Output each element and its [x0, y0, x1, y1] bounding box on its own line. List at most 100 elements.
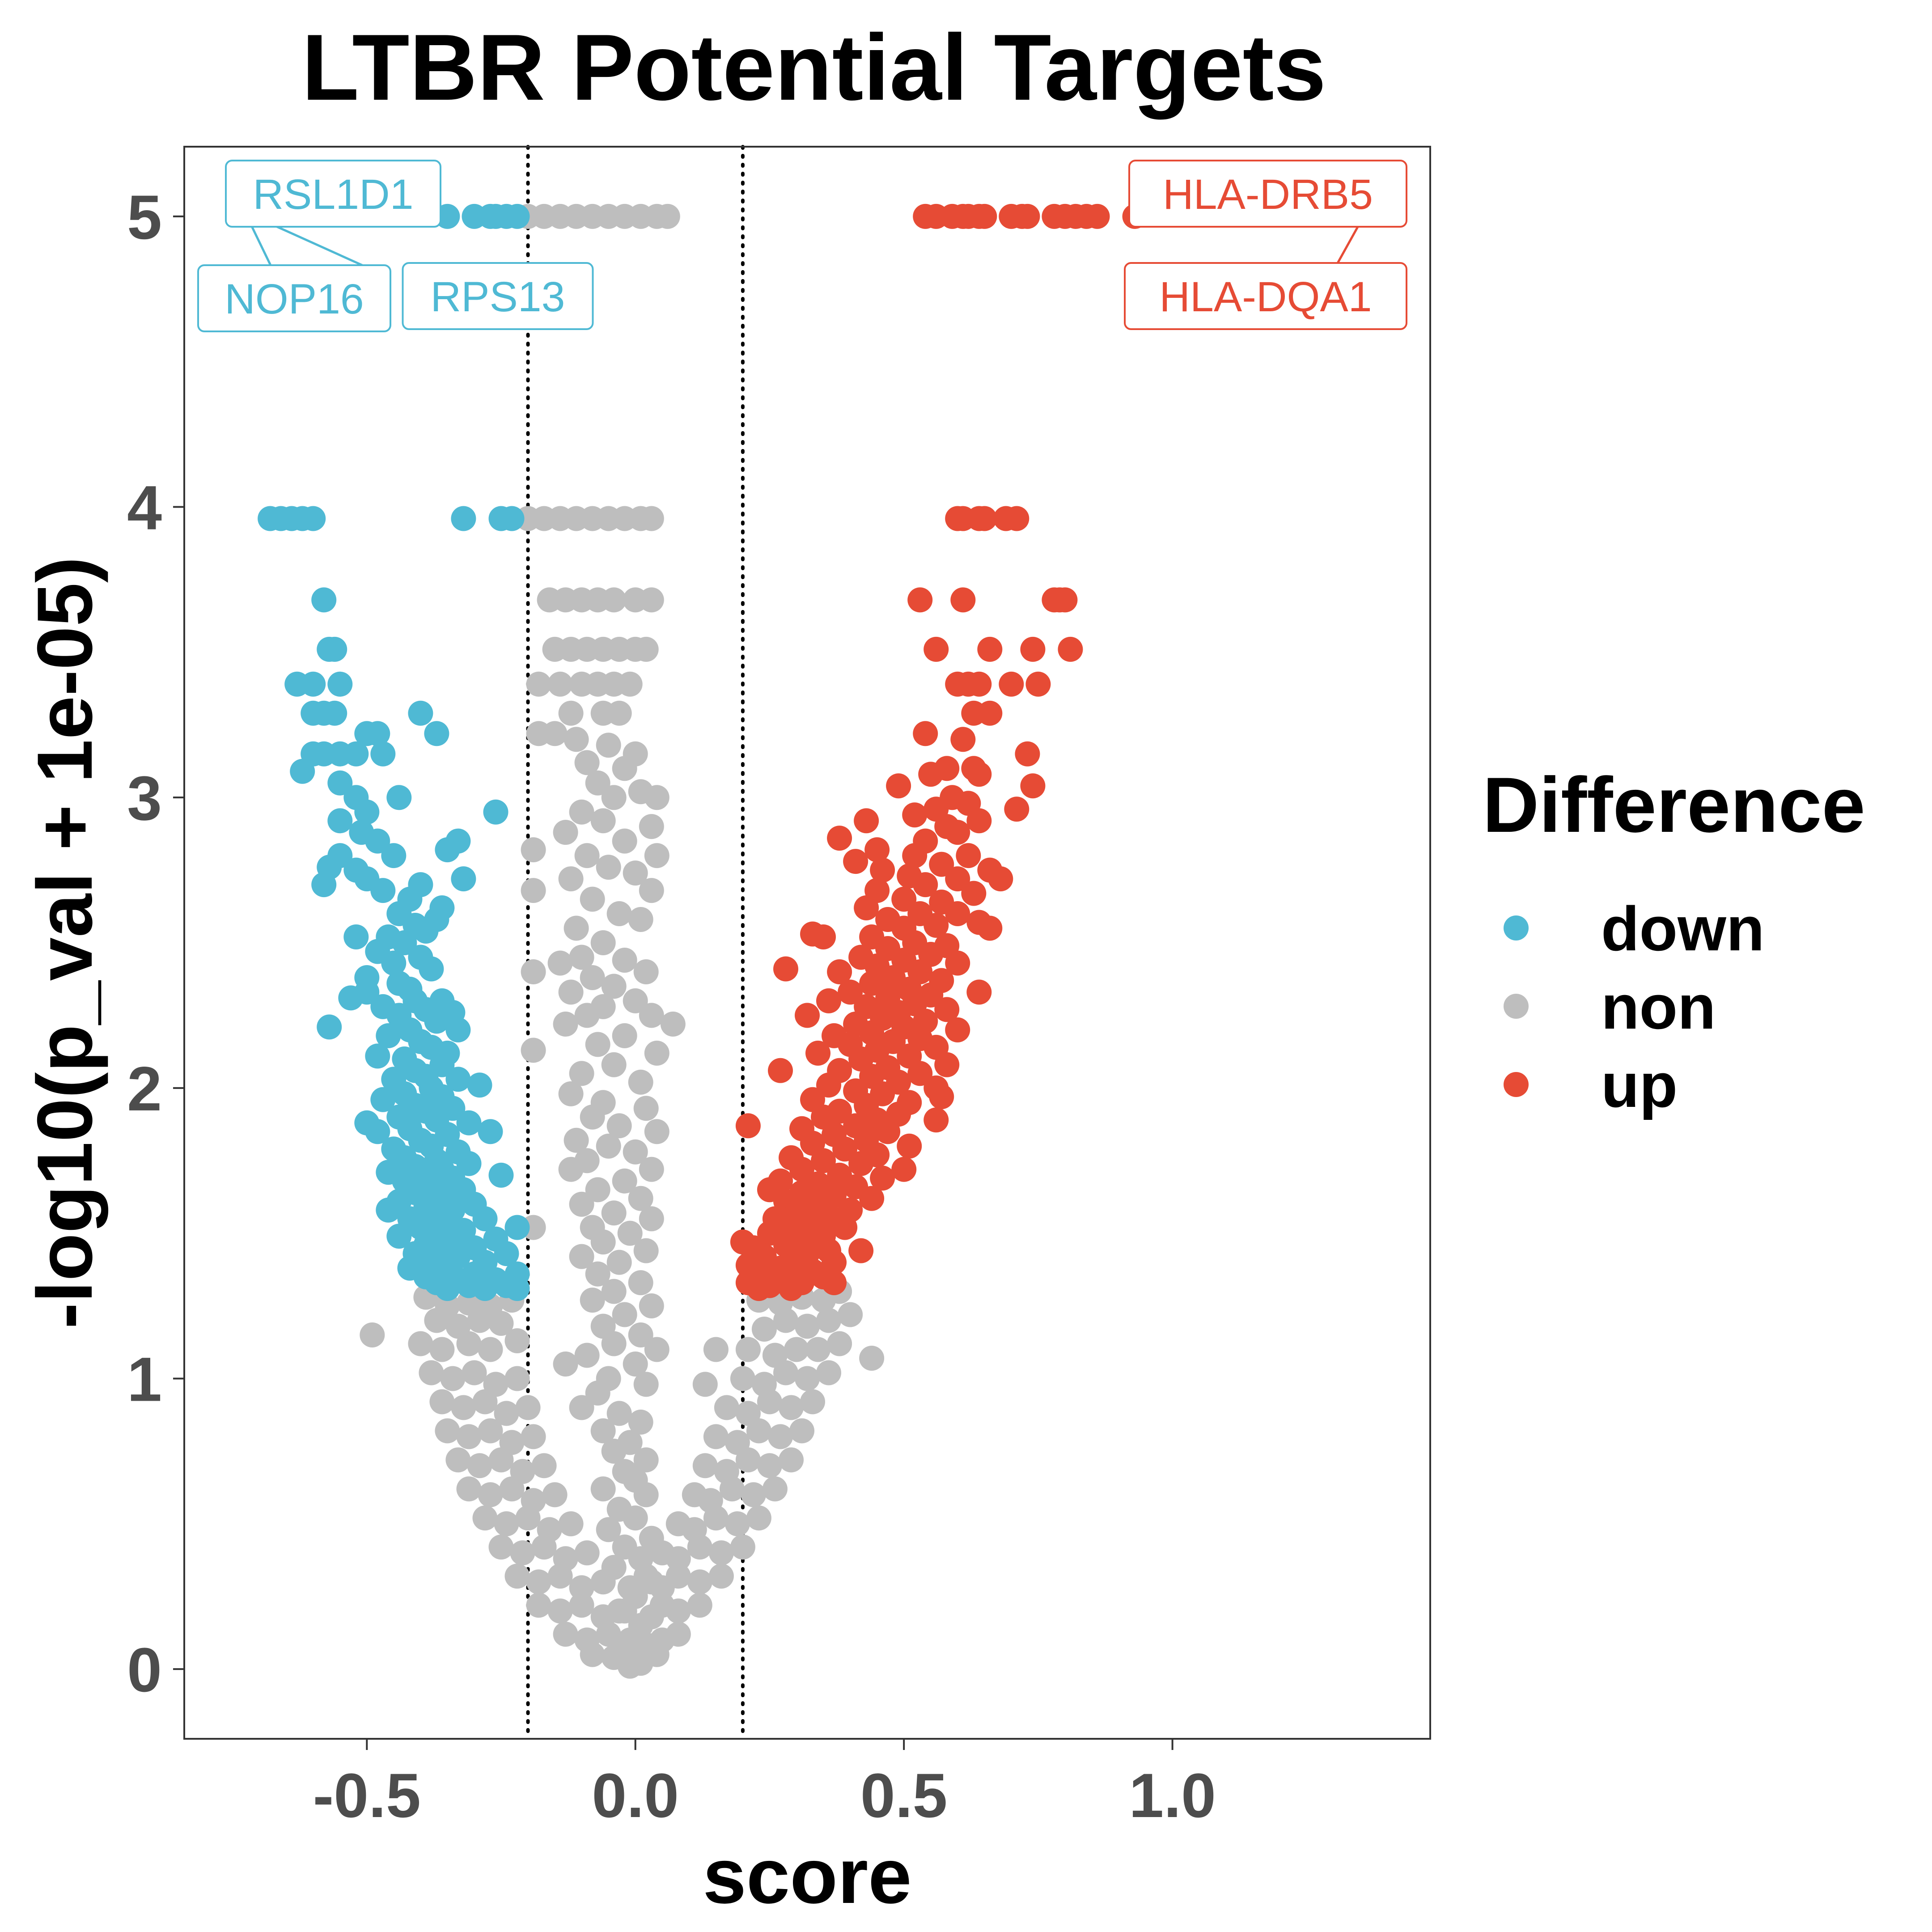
point-non: [708, 1563, 734, 1589]
y-tick-label: 5: [127, 182, 162, 252]
point-up: [832, 1215, 858, 1240]
point-non: [456, 1424, 482, 1449]
point-non: [816, 1308, 841, 1333]
label-box: [1128, 160, 1407, 228]
point-non: [526, 1569, 551, 1595]
point-up: [805, 1040, 830, 1066]
point-non: [628, 1186, 653, 1211]
point-non: [547, 1598, 573, 1624]
point-up: [735, 1113, 761, 1139]
point-down: [504, 1215, 530, 1240]
point-non: [488, 1311, 514, 1336]
point-up: [902, 843, 928, 869]
point-non: [462, 1360, 487, 1385]
point-non: [590, 1418, 616, 1444]
legend-entry-non: non: [1504, 972, 1716, 1042]
point-non: [553, 1352, 578, 1377]
point-non: [574, 1343, 600, 1368]
point-non: [639, 1604, 664, 1630]
point-up: [870, 857, 895, 883]
point-non: [606, 1113, 632, 1139]
y-tick-label: 4: [127, 473, 162, 543]
x-tick-label: 0.5: [860, 1760, 948, 1830]
point-up: [897, 1133, 922, 1159]
point-down: [478, 1119, 503, 1144]
y-axis: 0 1 2 3 4 5: [127, 182, 184, 1705]
point-down: [322, 636, 347, 662]
point-non: [735, 1447, 761, 1473]
point-non: [644, 785, 669, 810]
point-non: [708, 1540, 734, 1566]
point-up: [1004, 797, 1030, 822]
point-non: [633, 1482, 659, 1508]
label-connector: [249, 223, 272, 266]
point-down: [317, 1014, 342, 1040]
point-non: [730, 1366, 755, 1391]
label-text: HLA-DRB5: [1163, 171, 1373, 218]
point-non: [762, 1476, 788, 1502]
point-non: [590, 1229, 616, 1255]
point-up: [924, 636, 949, 662]
point-non: [601, 974, 627, 999]
point-non: [779, 1447, 804, 1473]
legend-entry-down: down: [1504, 894, 1764, 964]
point-non: [601, 1438, 627, 1464]
point-non: [773, 1360, 798, 1385]
point-non: [644, 1642, 669, 1667]
point-up: [832, 1136, 858, 1162]
point-non: [429, 1389, 455, 1415]
point-non: [633, 1096, 659, 1121]
point-non: [478, 1418, 503, 1444]
point-up: [886, 773, 911, 799]
point-non: [623, 1352, 648, 1377]
point-non: [639, 1206, 664, 1232]
point-non: [580, 1642, 605, 1667]
point-non: [633, 636, 659, 662]
point-down: [494, 1241, 519, 1267]
point-non: [494, 1401, 519, 1426]
point-non: [564, 727, 589, 752]
point-non: [504, 1366, 530, 1391]
point-down: [451, 866, 476, 892]
point-non: [703, 1424, 729, 1449]
point-non: [639, 1293, 664, 1318]
point-non: [408, 1331, 433, 1356]
point-up: [929, 1084, 954, 1110]
point-down: [451, 506, 476, 531]
label-box: [1124, 262, 1407, 330]
point-up: [773, 956, 798, 982]
point-non: [580, 1288, 605, 1313]
point-non: [580, 965, 605, 990]
legend-label: up: [1601, 1050, 1678, 1120]
point-non: [580, 886, 605, 912]
point-down: [381, 950, 407, 976]
point-non: [547, 1563, 573, 1589]
point-non: [451, 1395, 476, 1420]
point-non: [665, 1511, 691, 1537]
label-text: HLA-DQA1: [1159, 273, 1372, 321]
point-non: [504, 1328, 530, 1353]
point-up: [1004, 506, 1030, 531]
point-up: [945, 950, 970, 976]
point-non: [585, 770, 610, 796]
point-non: [596, 855, 621, 880]
point-down: [343, 741, 369, 767]
point-up: [838, 979, 863, 1005]
point-non: [585, 1380, 610, 1406]
point-non: [531, 1453, 557, 1479]
point-non: [606, 700, 632, 726]
point-up: [789, 1157, 814, 1182]
gene-label-hla-dqa1: HLA-DQA1: [1124, 262, 1407, 330]
point-down: [376, 1023, 401, 1048]
point-non: [644, 843, 669, 869]
gene-label-rsl1d1: RSL1D1: [225, 160, 441, 267]
point-up: [891, 1157, 917, 1182]
point-down: [419, 956, 444, 982]
point-non: [768, 1424, 793, 1449]
point-non: [612, 828, 637, 854]
point-non: [360, 1322, 385, 1347]
point-non: [569, 1244, 594, 1269]
point-non: [515, 1505, 541, 1531]
point-down: [365, 1119, 390, 1144]
